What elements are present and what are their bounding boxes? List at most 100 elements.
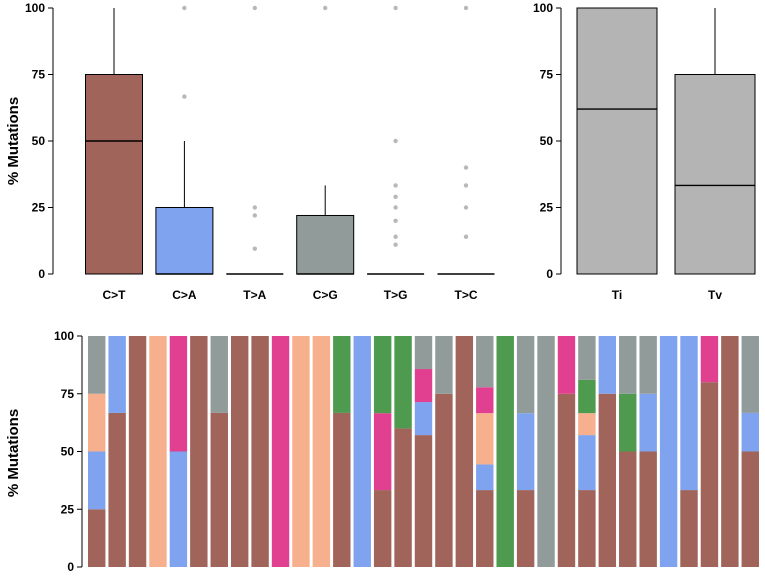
mutation-type-outlier-point (463, 234, 469, 239)
mutation-type-outlier-point (463, 165, 469, 170)
sample-1-segment-C-to-T (88, 509, 106, 567)
ti-tv-x-tick-label: Tv (708, 288, 722, 302)
sample-29-segment-C-to-A (659, 336, 678, 567)
sample-13-segment-T-to-G (333, 336, 351, 413)
mutation-type-outlier-point (393, 205, 398, 210)
mutation-type-outlier-point (393, 138, 398, 144)
mutation-type-y-tick-label: 100 (25, 1, 45, 15)
sample-25-segment-C-to-G (578, 336, 596, 380)
sample-14-segment-C-to-A (353, 336, 371, 567)
top-y-axis-title: % Mutations (5, 97, 22, 185)
sample-20-segment-C-to-G (476, 336, 494, 388)
mutation-type-outlier-point (393, 242, 398, 247)
sample-7-segment-C-to-G (210, 336, 228, 413)
sample-20-segment-C-to-A (476, 464, 494, 491)
sample-21-segment-T-to-G (496, 336, 514, 567)
mutation-type-outlier-point (323, 5, 328, 11)
sample-16-segment-T-to-G (394, 336, 412, 429)
sample-25-segment-T-to-C (578, 413, 596, 436)
sample-1-segment-C-to-G (88, 336, 106, 394)
mutation-type-outlier-point (252, 213, 257, 218)
mutation-type-outlier-point (463, 205, 469, 210)
sample-10-segment-T-to-A (271, 336, 290, 567)
sample-20-segment-T-to-A (476, 387, 494, 414)
ti-tv-box-1 (576, 7, 658, 275)
sample-5-segment-T-to-A (169, 336, 188, 452)
sample-30-segment-C-to-T (680, 490, 698, 567)
sample-2-segment-C-to-T (108, 412, 126, 567)
ti-tv-y-tick-label: 25 (540, 201, 554, 215)
bottom-y-axis-title: % Mutations (5, 409, 22, 497)
sample-22-segment-C-to-G (516, 336, 535, 414)
mutation-type-x-tick-label: C>G (313, 288, 338, 302)
sample-17-segment-C-to-G (414, 336, 433, 370)
ti-tv-y-tick-label: 75 (540, 68, 554, 82)
mutation-type-x-tick-label: C>A (172, 288, 197, 302)
ti-tv-y-tick-label: 0 (546, 267, 553, 281)
sample-1-segment-T-to-C (88, 393, 106, 452)
mutation-type-boxplot: 0 25 50 75 100 C>T C>A T>A C>G T>G T>C (25, 1, 495, 302)
sample-28-segment-C-to-T (639, 451, 657, 567)
sample-5-segment-C-to-A (169, 451, 188, 567)
mutation-type-box-4 (296, 214, 355, 275)
per-sample-y-tick-label: 75 (61, 387, 75, 401)
sample-31-segment-C-to-T (700, 382, 719, 567)
sample-3-segment-C-to-T (128, 336, 147, 567)
mutation-type-y-tick-label: 50 (32, 134, 46, 148)
mutation-type-box-2 (155, 207, 214, 275)
sample-25-segment-T-to-G (578, 379, 596, 414)
sample-15-segment-T-to-A (373, 413, 392, 491)
sample-11-segment-T-to-C (292, 336, 310, 567)
sample-13-segment-C-to-T (333, 412, 351, 567)
sample-30-segment-C-to-A (680, 336, 698, 491)
sample-8-segment-C-to-T (230, 336, 249, 567)
sample-20-segment-C-to-T (476, 490, 494, 567)
sample-17-segment-C-to-T (414, 435, 433, 567)
sample-28-segment-C-to-G (639, 336, 657, 394)
sample-33-segment-C-to-A (741, 412, 759, 452)
mutation-type-outlier-point (393, 5, 398, 11)
sample-7-segment-C-to-T (210, 412, 228, 567)
ti-tv-box-2 (674, 74, 756, 275)
ti-tv-y-tick-label: 50 (540, 134, 554, 148)
mutation-type-outlier-point (252, 246, 257, 251)
mutation-type-box-1 (85, 74, 143, 275)
mutation-type-x-tick-label: T>A (243, 288, 266, 302)
ti-tv-boxplot: 0 25 50 75 100 Ti Tv (533, 1, 756, 302)
sample-19-segment-C-to-T (455, 336, 474, 567)
sample-33-segment-C-to-G (741, 336, 759, 413)
sample-26-segment-C-to-A (598, 336, 617, 394)
sample-9-segment-C-to-T (251, 336, 269, 567)
sample-15-segment-C-to-T (373, 490, 392, 567)
sample-18-segment-C-to-T (435, 393, 453, 567)
per-sample-stacked-bar-chart: 0 25 50 75 100 (54, 329, 759, 574)
sample-18-segment-C-to-G (435, 336, 453, 394)
sample-28-segment-C-to-A (639, 393, 657, 452)
sample-27-segment-C-to-T (619, 451, 637, 567)
sample-2-segment-C-to-A (108, 336, 126, 413)
mutation-type-outlier-point (393, 194, 398, 200)
sample-22-segment-C-to-T (516, 490, 535, 567)
mutation-type-x-tick-label: C>T (102, 288, 126, 302)
sample-27-segment-C-to-G (619, 336, 637, 394)
sample-12-segment-T-to-C (312, 336, 331, 567)
ti-tv-x-tick-label: Ti (612, 288, 622, 302)
mutation-type-y-tick-label: 75 (32, 68, 46, 82)
ti-tv-y-tick-label: 100 (533, 1, 553, 15)
mutation-type-outlier-point (393, 218, 398, 223)
sample-22-segment-C-to-A (516, 413, 535, 491)
sample-17-segment-T-to-A (414, 369, 433, 403)
sample-32-segment-C-to-T (721, 336, 739, 567)
sample-23-segment-C-to-G (537, 336, 555, 567)
mutation-type-outlier-point (252, 205, 257, 210)
mutation-type-y-tick-label: 0 (38, 267, 45, 281)
mutation-type-outlier-point (393, 234, 398, 239)
per-sample-y-tick-label: 0 (67, 560, 74, 574)
sample-31-segment-T-to-A (700, 336, 719, 383)
mutation-type-x-tick-label: T>C (454, 288, 477, 302)
sample-16-segment-C-to-T (394, 428, 412, 567)
mutation-type-outlier-point (393, 183, 398, 188)
sample-17-segment-C-to-A (414, 402, 433, 436)
sample-27-segment-T-to-G (619, 393, 637, 452)
